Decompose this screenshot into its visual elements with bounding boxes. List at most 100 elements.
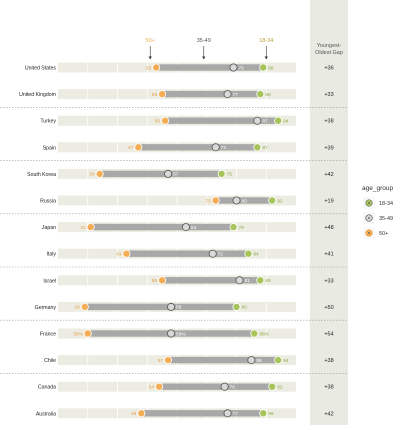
value-label-18-34: 94 — [283, 358, 289, 364]
dot-18-34 — [259, 63, 268, 72]
gap-value: +38 — [324, 385, 333, 391]
value-label-35-49: 85 — [256, 358, 262, 364]
value-label-35-49: 72 — [218, 252, 224, 258]
value-label-50-plus: 53 — [146, 65, 152, 71]
top-label-35-49: 35-49 — [197, 38, 211, 44]
value-label-18-34: 86% — [259, 331, 269, 337]
value-label-50-plus: 57 — [158, 358, 164, 364]
value-label-50-plus: 54 — [149, 385, 155, 391]
value-label-50-plus: 31 — [80, 225, 86, 231]
dot-50-plus — [155, 382, 164, 391]
value-label-18-34: 80 — [242, 305, 248, 311]
value-label-35-49: 81 — [244, 278, 250, 284]
range-bar — [159, 383, 273, 390]
legend-label-50+: 50+ — [379, 231, 388, 237]
range-bar — [165, 117, 279, 124]
value-label-18-34: 75 — [227, 172, 233, 178]
value-label-50-plus: 34 — [89, 172, 95, 178]
dot-18-34 — [274, 356, 283, 365]
value-label-50-plus: 30% — [73, 331, 83, 337]
value-label-18-34: 92 — [277, 385, 283, 391]
value-label-35-49: 77 — [233, 92, 239, 98]
range-bar — [215, 197, 273, 204]
dot-50-plus — [137, 409, 146, 418]
legend-label-18-34: 18-34 — [379, 201, 393, 207]
dot-35-49 — [232, 196, 241, 205]
dot-18-34 — [274, 116, 283, 125]
dot-18-34 — [229, 223, 238, 232]
range-bar — [162, 90, 261, 98]
country-label: Canada — [38, 385, 56, 391]
gap-value: +42 — [324, 411, 333, 417]
country-label: Australia — [36, 411, 56, 417]
value-label-18-34: 89 — [268, 65, 274, 71]
value-label-18-34: 79 — [239, 225, 245, 231]
gap-value: +33 — [324, 278, 333, 284]
country-label: United States — [25, 66, 57, 72]
dot-35-49 — [223, 90, 232, 99]
dot-50-plus — [95, 169, 104, 178]
country-label: France — [40, 332, 56, 338]
dot-35-49 — [229, 63, 238, 72]
dot-50-plus — [164, 356, 173, 365]
gap-value: +48 — [324, 225, 333, 231]
gap-value: +39 — [324, 145, 333, 151]
legend-label-35-49: 35-49 — [379, 216, 393, 222]
dot-18-34 — [268, 382, 277, 391]
country-label: Turkey — [40, 119, 56, 125]
dot-35-49 — [167, 329, 176, 338]
top-arrow-head-18-34 — [264, 56, 268, 60]
dot-50-plus — [158, 90, 167, 99]
gap-value: +38 — [324, 358, 333, 364]
dot-18-34 — [250, 329, 259, 338]
dot-35-49 — [211, 143, 220, 152]
dot-50-plus — [122, 249, 131, 258]
value-label-50-plus: 55 — [152, 278, 158, 284]
value-label-35-49: 77 — [233, 411, 239, 417]
dot-35-49 — [164, 169, 173, 178]
dot-18-34 — [259, 409, 268, 418]
gap-column-title-line1: Youngest- — [317, 43, 342, 49]
dot-35-49 — [253, 116, 262, 125]
dot-18-34 — [217, 169, 226, 178]
gap-value: +19 — [324, 199, 333, 205]
dot-35-49 — [223, 409, 232, 418]
gap-value: +33 — [324, 92, 333, 98]
top-arrow-head-35-49 — [202, 56, 206, 60]
dot-50-plus — [161, 116, 170, 125]
country-label: Russia — [40, 199, 56, 205]
value-label-50-plus: 48 — [131, 411, 137, 417]
gap-value: +42 — [324, 172, 333, 178]
dot-35-49 — [167, 302, 176, 311]
dot-35-49 — [235, 276, 244, 285]
country-label: Spain — [43, 145, 56, 151]
country-label: Germany — [35, 305, 57, 311]
country-label: Israel — [43, 278, 56, 284]
dot-18-34 — [268, 196, 277, 205]
value-label-35-49: 76 — [230, 385, 236, 391]
dot-35-49 — [181, 223, 190, 232]
dot-50-plus — [83, 329, 92, 338]
value-label-35-49: 58% — [176, 331, 186, 337]
top-label-50+: 50+ — [146, 38, 155, 44]
country-label: Japan — [42, 225, 56, 231]
value-label-18-34: 84 — [253, 252, 259, 258]
gap-column-title-line2: Oldest Gap — [315, 50, 343, 56]
country-label: Italy — [46, 252, 56, 258]
value-label-18-34: 92 — [277, 198, 283, 204]
value-label-50-plus: 47 — [128, 145, 134, 151]
dot-50-plus — [134, 143, 143, 152]
value-label-35-49: 58 — [176, 305, 182, 311]
value-label-35-49: 80 — [242, 198, 248, 204]
value-label-18-34: 88 — [265, 278, 271, 284]
range-bar — [84, 303, 237, 311]
country-label: South Korea — [27, 172, 56, 178]
top-arrow-head-50+ — [148, 56, 152, 60]
dot-50-plus — [152, 63, 161, 72]
dot-18-34 — [256, 90, 265, 99]
gap-value: +38 — [324, 119, 333, 125]
gap-value: +50 — [324, 305, 333, 311]
range-bar — [168, 356, 279, 364]
